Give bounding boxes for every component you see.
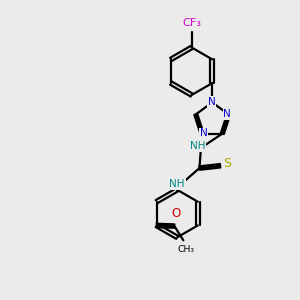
- Text: N: N: [208, 97, 215, 107]
- Text: S: S: [223, 157, 231, 170]
- Text: N: N: [200, 128, 207, 138]
- Text: NH: NH: [190, 141, 206, 152]
- Text: N: N: [223, 109, 231, 119]
- Text: O: O: [171, 207, 181, 220]
- Text: CH₃: CH₃: [178, 245, 195, 254]
- Text: CF₃: CF₃: [182, 18, 201, 28]
- Text: NH: NH: [169, 179, 185, 189]
